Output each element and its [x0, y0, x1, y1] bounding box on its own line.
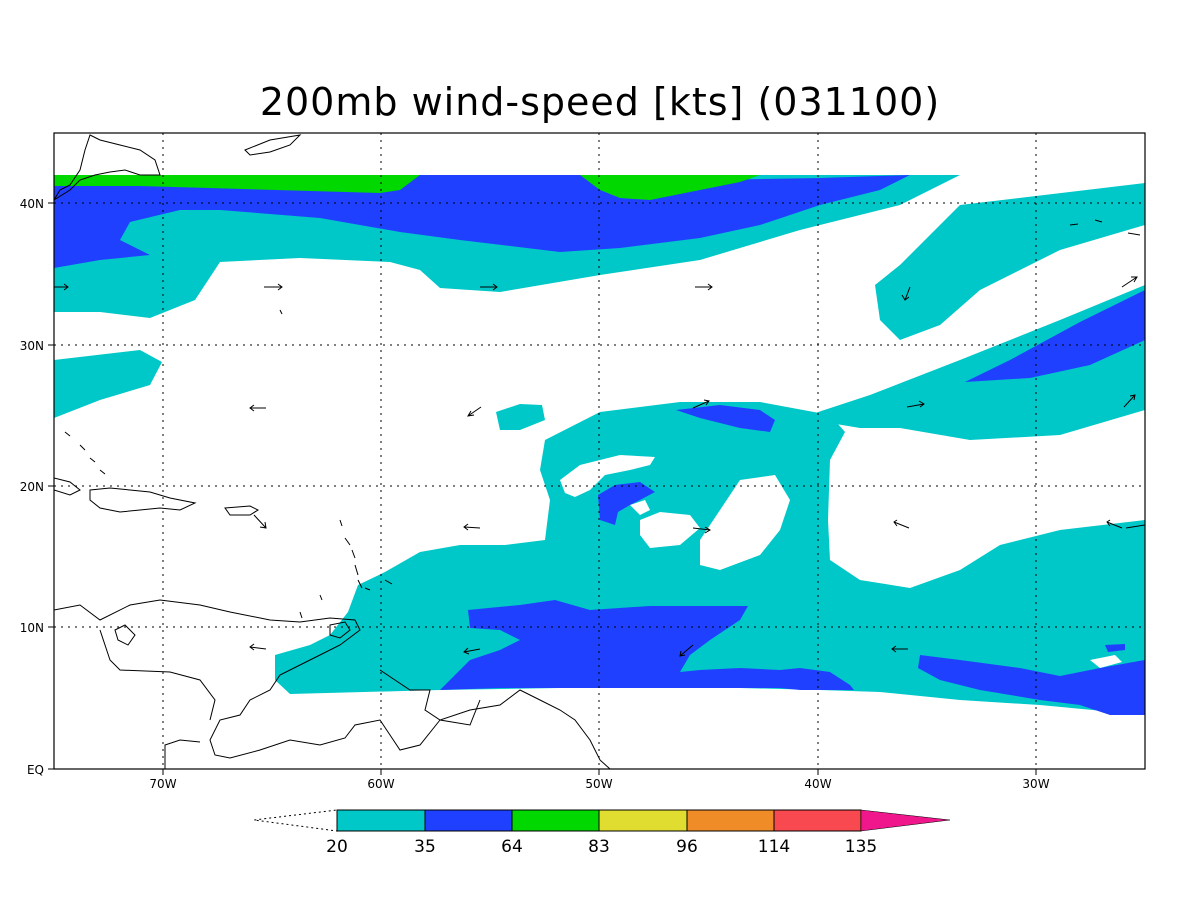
graticule: [54, 133, 1145, 769]
colorbar-swatch-35: [424, 809, 513, 832]
band-35-diagonal: [965, 290, 1145, 382]
wind-arrow: [692, 399, 710, 409]
colorbar-swatch-114: [773, 809, 862, 832]
band-35-center-core: [598, 482, 655, 525]
band-20-small-island: [496, 404, 545, 430]
colorbar-label-83: 83: [588, 837, 610, 857]
lon-label-40w: 40W: [804, 777, 831, 791]
wind-arrow: [692, 526, 711, 534]
wind-arrow: [1125, 524, 1146, 529]
colorbar-swatch-96: [686, 809, 775, 832]
hole-center: [560, 455, 655, 497]
colorbar-label-64: 64: [501, 837, 523, 857]
lat-label-20n: 20N: [20, 480, 44, 494]
wind-arrow: [249, 643, 267, 651]
wind-arrow: [463, 523, 481, 531]
lon-label-70w: 70W: [149, 777, 176, 791]
coast-guyana-inland: [379, 669, 481, 726]
coastlines: [54, 134, 1141, 769]
colorbar-label-20: 20: [326, 837, 348, 857]
wind-arrow: [467, 406, 482, 417]
coast-venezuela: [54, 599, 611, 769]
colorbar-swatch-64: [511, 809, 600, 832]
band-20-diagonal: [800, 285, 1145, 440]
wind-arrow: [253, 514, 267, 529]
coast-nova-scotia: [244, 134, 302, 156]
wind-arrow: [901, 286, 911, 301]
wind-arrow: [1121, 276, 1138, 288]
colorbar-low-triangle: [253, 809, 338, 832]
band-35-southeast: [918, 655, 1145, 715]
coast-hispaniola: [89, 487, 197, 513]
wind-arrow: [1106, 519, 1123, 529]
lat-label-30n: 30N: [20, 339, 44, 353]
band-35-south: [440, 600, 854, 690]
wind-arrow: [893, 519, 910, 529]
colorbar-swatch-83: [598, 809, 688, 832]
colorbar-swatch-20: [336, 809, 426, 832]
wind-arrow: [1123, 394, 1136, 408]
axis-ticks: [48, 202, 1037, 775]
hole-center-b: [640, 512, 700, 548]
coast-brazil-tip: [164, 739, 201, 769]
lat-label-eq: EQ: [27, 763, 44, 777]
lat-label-40n: 40N: [20, 197, 44, 211]
wind-arrow: [891, 645, 908, 653]
wind-arrow: [906, 400, 925, 408]
map-title: 200mb wind-speed [kts] (031100): [259, 80, 941, 124]
wind-arrow: [463, 647, 481, 655]
wind-arrow: [679, 644, 694, 657]
colorbar-label-135: 135: [845, 837, 877, 857]
coast-northeast-us: [54, 134, 161, 201]
band-20-northeast: [875, 183, 1145, 340]
band-64-east: [580, 175, 760, 200]
coast-colombia-inland: [99, 629, 216, 721]
lon-label-50w: 50W: [585, 777, 612, 791]
coast-trinidad: [329, 621, 351, 639]
wind-arrow: [480, 283, 498, 291]
wind-speed-fill-layer: [54, 175, 1145, 715]
coast-lake-maracaibo: [114, 624, 136, 646]
wind-arrow: [249, 404, 266, 412]
colorbar-label-35: 35: [414, 837, 436, 857]
band-35-small-ring: [676, 405, 775, 432]
hole-center-c: [700, 475, 790, 570]
coast-lesser-antilles: [299, 519, 393, 619]
wind-arrow: [54, 283, 69, 291]
wind-arrow: [264, 283, 283, 291]
band-64-west: [54, 175, 420, 193]
coast-small-islands-n: [64, 219, 1141, 475]
band-35-north: [54, 175, 910, 268]
colorbar-high-triangle: [860, 809, 951, 832]
hole-small-ring: [630, 500, 650, 515]
wind-arrow: [695, 283, 713, 291]
colorbar-label-96: 96: [676, 837, 698, 857]
lon-label-30w: 30W: [1022, 777, 1049, 791]
wind-vectors: [54, 276, 1146, 657]
band-20-westpatch: [54, 350, 162, 418]
lat-label-10n: 10N: [20, 621, 44, 635]
colorbar-label-114: 114: [758, 837, 790, 857]
colorbar: 20 35 64 83 96 114 135: [253, 809, 951, 857]
lon-label-60w: 60W: [367, 777, 394, 791]
band-35-small-east: [1105, 644, 1125, 652]
coast-cuba-edge: [54, 477, 81, 496]
hole-east: [1090, 655, 1122, 668]
coast-puerto-rico: [224, 505, 260, 516]
